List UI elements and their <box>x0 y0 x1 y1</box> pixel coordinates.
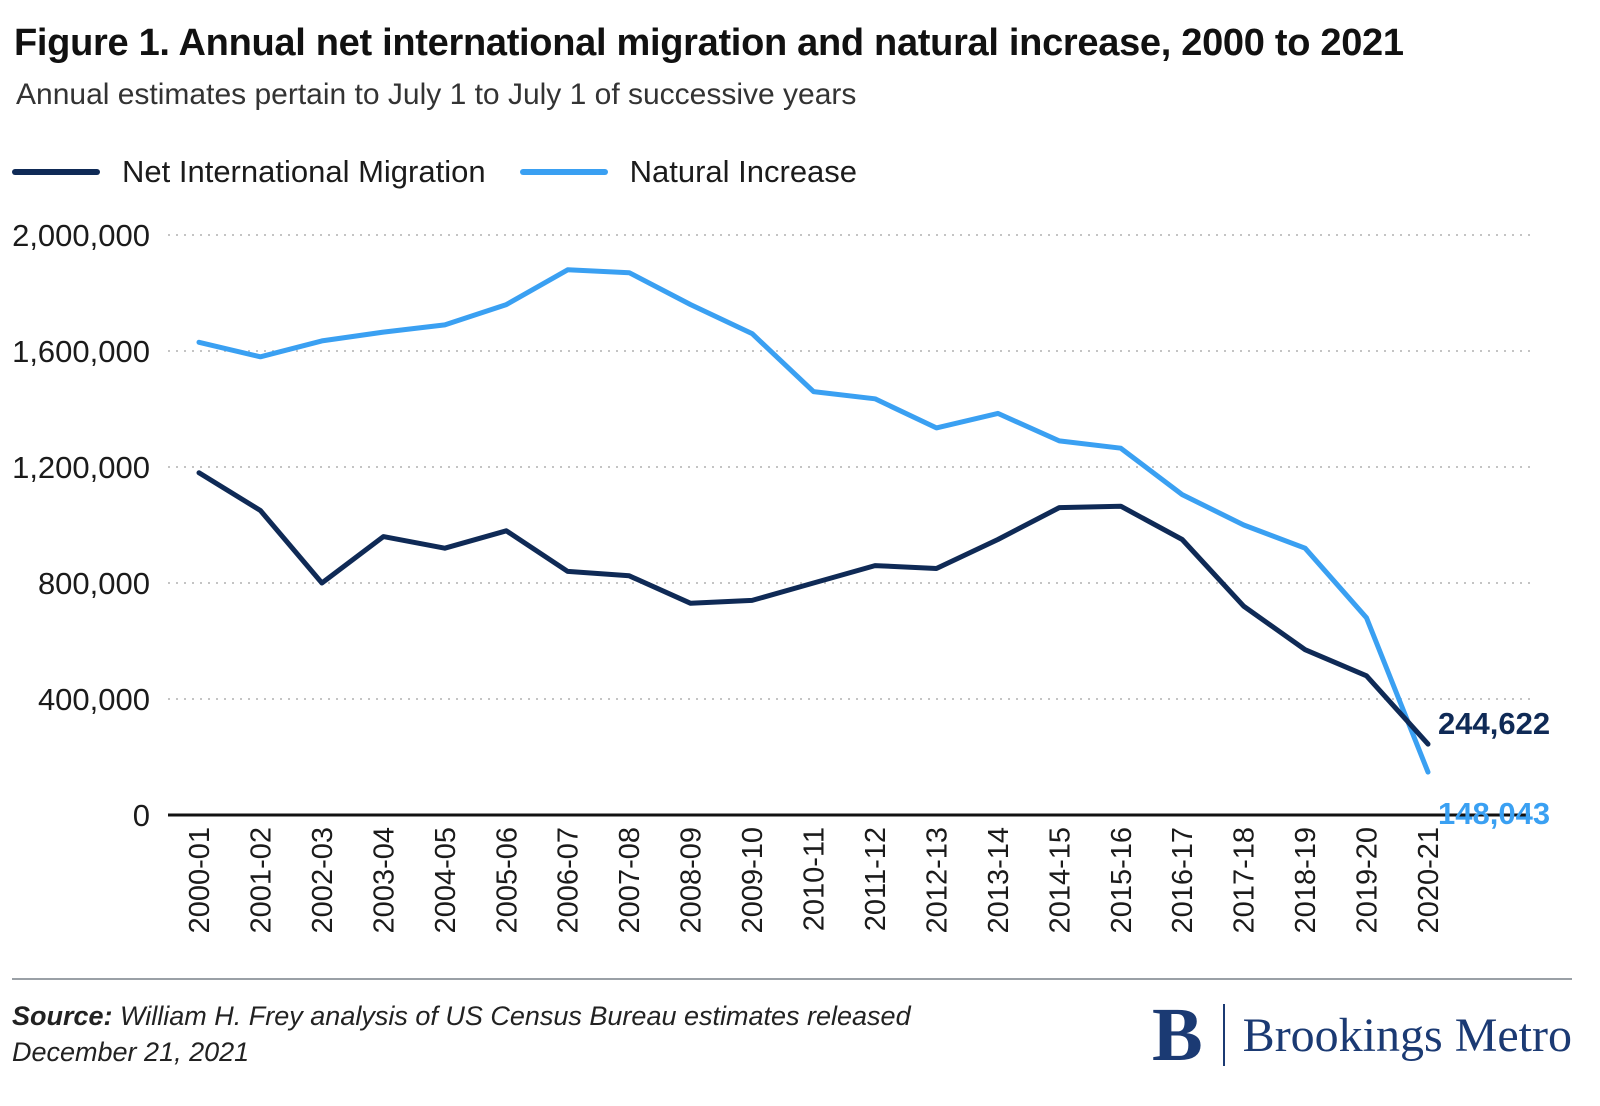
x-tick-label: 2012-13 <box>921 827 953 933</box>
source-label: Source: <box>12 1001 113 1031</box>
y-tick-label: 1,600,000 <box>12 334 150 369</box>
end-label-net-migration: 244,622 <box>1438 706 1550 741</box>
legend-item-natural-increase: Natural Increase <box>519 154 858 190</box>
x-tick-label: 2006-07 <box>553 827 585 933</box>
footer-divider <box>12 978 1572 980</box>
y-tick-label: 800,000 <box>38 566 150 601</box>
x-tick-label: 2007-08 <box>614 827 646 933</box>
x-tick-label: 2010-11 <box>799 827 831 931</box>
y-tick-label: 0 <box>133 798 150 833</box>
source-note: Source: William H. Frey analysis of US C… <box>12 998 972 1070</box>
x-tick-label: 2005-06 <box>491 827 523 933</box>
chart-title: Figure 1. Annual net international migra… <box>14 22 1404 64</box>
x-tick-label: 2019-20 <box>1352 827 1384 933</box>
x-tick-label: 2008-09 <box>676 827 708 933</box>
end-label-natural-increase: 148,043 <box>1438 796 1550 831</box>
x-tick-label: 2004-05 <box>430 827 462 933</box>
y-tick-label: 400,000 <box>38 682 150 717</box>
x-tick-label: 2018-19 <box>1290 827 1322 933</box>
brookings-metro-logo: B Brookings Metro <box>1151 993 1572 1077</box>
legend-item-net-migration: Net International Migration <box>12 154 486 190</box>
series-line-natural-increase <box>196 267 1431 775</box>
chart-subtitle: Annual estimates pertain to July 1 to Ju… <box>16 78 857 111</box>
brand-separator <box>1222 1004 1225 1066</box>
x-tick-label: 2015-16 <box>1106 827 1138 933</box>
chart-legend: Net International Migration Natural Incr… <box>12 150 891 194</box>
x-tick-label: 2014-15 <box>1044 827 1076 933</box>
legend-label-natural-increase: Natural Increase <box>629 154 858 189</box>
y-tick-label: 1,200,000 <box>12 450 150 485</box>
legend-label-net-migration: Net International Migration <box>122 154 486 189</box>
x-tick-label: 2001-02 <box>245 827 277 933</box>
x-tick-label: 2020-21 <box>1413 827 1445 933</box>
x-tick-label: 2009-10 <box>737 827 769 933</box>
brand-letter: B <box>1151 993 1203 1077</box>
x-tick-label: 2003-04 <box>368 827 400 933</box>
legend-swatch-net-migration <box>12 169 100 175</box>
x-tick-label: 2011-12 <box>860 827 892 931</box>
y-tick-label: 2,000,000 <box>12 218 150 253</box>
x-tick-label: 2013-14 <box>983 827 1015 933</box>
legend-swatch-natural-increase <box>519 169 608 175</box>
x-tick-label: 2017-18 <box>1229 827 1261 933</box>
series-line-net-migration <box>196 470 1431 747</box>
x-tick-label: 2000-01 <box>184 827 216 933</box>
brand-name: Brookings Metro <box>1242 1008 1572 1062</box>
x-tick-label: 2002-03 <box>307 827 339 933</box>
line-chart: 0 400,000 800,000 1,200,000 1,600,000 2,000,0… <box>12 218 1550 933</box>
source-text: William H. Frey analysis of US Census Bu… <box>12 1001 911 1067</box>
x-tick-label: 2016-17 <box>1167 827 1199 933</box>
